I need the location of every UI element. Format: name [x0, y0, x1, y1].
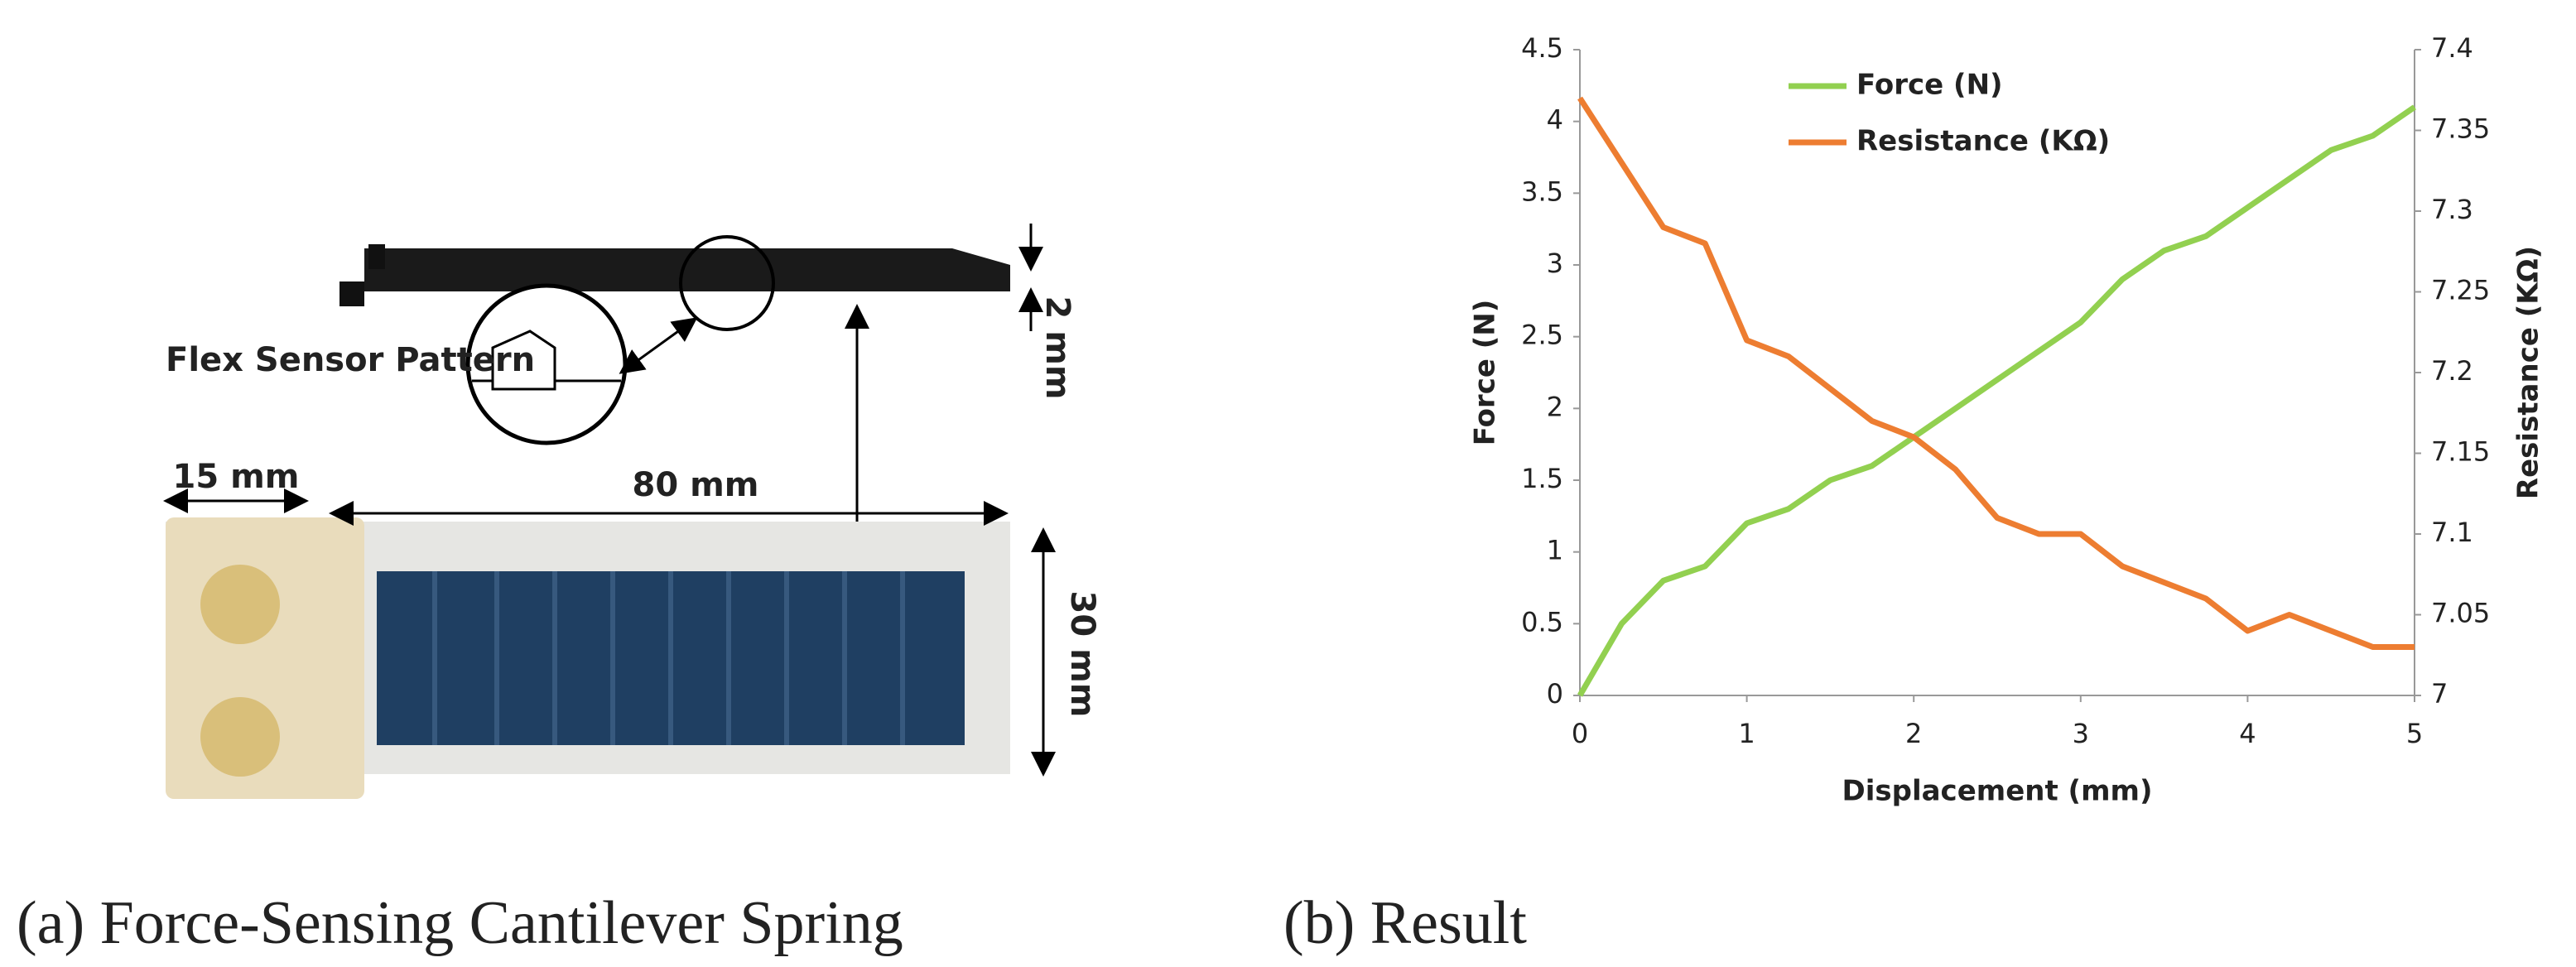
y-tick-label: 3 [1547, 248, 1563, 279]
dim-label: 30 mm [1063, 591, 1101, 718]
x-tick-label: 3 [2073, 718, 2089, 749]
data-line [1577, 96, 2415, 650]
data-line [1577, 104, 2416, 697]
y2-tick-label: 7.1 [2431, 517, 2473, 548]
dim-label: 2 mm [1038, 296, 1076, 399]
y-tick-label: 2 [1547, 391, 1563, 422]
y-tick-label: 1.5 [1521, 463, 1563, 494]
y-tick-label: 4.5 [1521, 32, 1563, 64]
x-tick-label: 0 [1572, 718, 1588, 749]
panel-a: Flex Sensor Pattern 15 mm 80 mm 2 mm 30 … [17, 224, 1101, 957]
x-tick-label: 2 [1905, 718, 1922, 749]
chart: Force (N) Resistance (KΩ) Displacement (… [1469, 32, 2545, 808]
y2-tick-label: 7.35 [2431, 113, 2490, 145]
legend-label: Force (N) [1856, 69, 2003, 102]
pattern-block [491, 330, 556, 391]
y-tick-label: 3.5 [1521, 176, 1563, 207]
y2-tick-label: 7.05 [2431, 598, 2490, 629]
caption: (a) Force-Sensing Cantilever Spring [17, 889, 903, 957]
y2-tick-label: 7.3 [2431, 194, 2473, 225]
screw-hole [200, 565, 280, 644]
zoom-circle [679, 235, 775, 331]
spring-tab [339, 281, 364, 306]
y2-tick-label: 7.2 [2431, 355, 2473, 387]
y-tick-label: 1 [1547, 535, 1563, 566]
y2-tick-label: 7.25 [2431, 275, 2490, 306]
flex-label: Flex Sensor Pattern [166, 341, 535, 379]
y-tick-label: 4 [1547, 104, 1563, 136]
zoom-arrow [619, 317, 698, 374]
spring-side-view [364, 248, 1010, 291]
y-axis-label: Force (N) [1469, 300, 1502, 446]
screw-hole [200, 697, 280, 777]
y2-tick-label: 7 [2431, 678, 2448, 710]
y-tick-label: 0.5 [1521, 606, 1563, 637]
y-tick-label: 0 [1547, 678, 1563, 710]
y2-tick-label: 7.4 [2431, 32, 2473, 64]
x-tick-label: 4 [2239, 718, 2256, 749]
legend-label: Resistance (KΩ) [1856, 125, 2110, 158]
dim-label: 80 mm [633, 466, 759, 504]
x-axis-label: Displacement (mm) [1842, 775, 2153, 808]
y-tick-label: 2.5 [1521, 320, 1563, 351]
dim-label: 15 mm [173, 458, 300, 496]
x-tick-label: 5 [2406, 718, 2423, 749]
spring-tab [368, 244, 385, 269]
x-tick-label: 1 [1738, 718, 1755, 749]
caption: (b) Result [1283, 889, 1527, 957]
pattern-segments [432, 571, 905, 745]
y2-axis-label: Resistance (KΩ) [2512, 246, 2545, 499]
y2-tick-label: 7.15 [2431, 436, 2490, 468]
